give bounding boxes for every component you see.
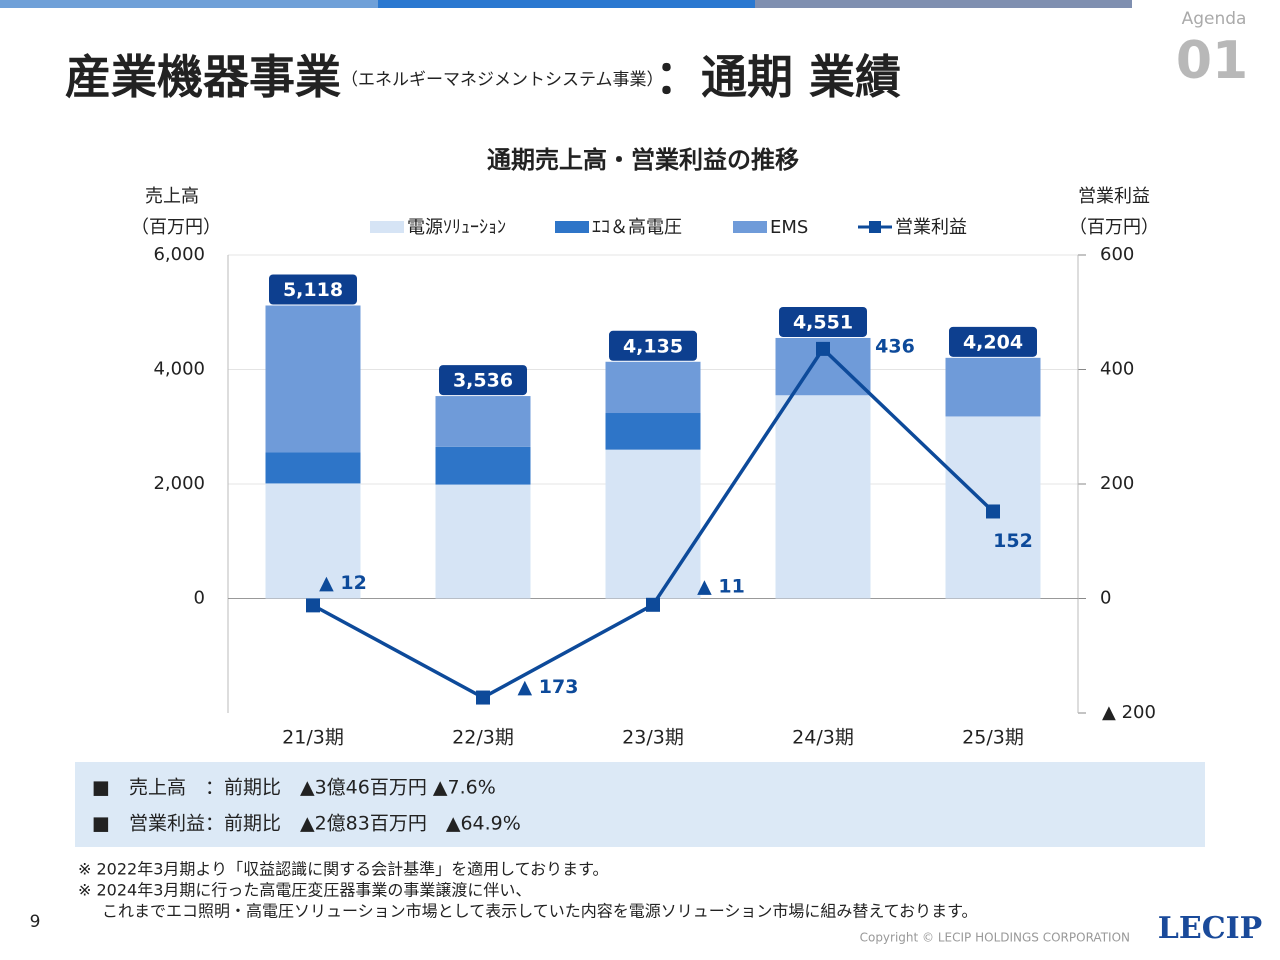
profit-label: 152: [993, 530, 1033, 552]
summary-line: ■ 売上高 ：前期比 ▲3億46百万円 ▲7.6%: [92, 777, 496, 799]
profit-label: ▲ 11: [697, 575, 745, 597]
y-unit: （百万円）: [131, 217, 221, 238]
profit-marker: [306, 598, 320, 613]
total-label: 4,135: [623, 335, 683, 357]
total-label: 3,536: [453, 370, 513, 392]
top-bar: [755, 0, 1132, 8]
page-number: 9: [30, 912, 41, 932]
bar-segment: [945, 357, 1041, 417]
x-tick-label: 24/3期: [792, 727, 854, 749]
total-label: 5,118: [283, 279, 343, 301]
title: 産業機器事業（エネルギーマネジメントシステム事業）：通期 業績: [65, 50, 901, 104]
profit-label: 436: [875, 335, 915, 357]
copyright: Copyright © LECIP HOLDINGS CORPORATION: [860, 931, 1130, 945]
bar-segment: [775, 395, 871, 599]
profit-label: ▲ 12: [319, 572, 367, 594]
y2-tick-label: 600: [1100, 244, 1134, 265]
y-tick-label: 2,000: [153, 473, 205, 494]
legend-label: 電源ｿﾘｭｰｼｮﾝ: [407, 217, 506, 238]
note: ※ 2024年3月期に行った高電圧変圧器事業の事業譲渡に伴い、: [78, 881, 531, 900]
title-main: 産業機器事業: [65, 50, 341, 104]
x-tick-label: 22/3期: [452, 727, 514, 749]
title-tail: ：通期 業績: [655, 50, 901, 104]
note: ※ 2022年3月期より「収益認識に関する会計基準」を適用しております。: [78, 860, 609, 879]
bar-segment: [435, 484, 531, 599]
note: これまでエコ照明・高電圧ソリューション市場として表示していた内容を電源ソリューシ…: [102, 902, 978, 921]
profit-marker: [646, 597, 660, 612]
x-tick-label: 25/3期: [962, 727, 1024, 749]
legend-swatch: [733, 221, 767, 233]
y2-tick-label: 400: [1100, 359, 1134, 380]
profit-marker: [986, 504, 1000, 519]
profit-marker: [476, 690, 490, 705]
chart-title: 通期売上高・営業利益の推移: [487, 146, 799, 174]
x-tick-label: 21/3期: [282, 727, 344, 749]
top-bar: [0, 0, 378, 8]
title-sub: （エネルギーマネジメントシステム事業）: [341, 70, 655, 90]
y2-unit: （百万円）: [1069, 217, 1159, 238]
x-tick-label: 23/3期: [622, 727, 684, 749]
y2-tick-label: 0: [1100, 588, 1111, 609]
y2-label: 営業利益: [1078, 186, 1150, 207]
bar-segment: [265, 483, 361, 599]
legend-label: 営業利益: [895, 217, 967, 238]
plot: 0 2,000 4,000 6,000 ▲ 200 0 200 400 600 21/3期 5,11…: [153, 217, 1155, 749]
bar-segment: [435, 446, 531, 485]
total-box: [269, 274, 357, 305]
y-tick-label: 6,000: [153, 244, 205, 265]
logo: LECIP: [1158, 911, 1262, 946]
summary-box: [75, 762, 1205, 847]
top-bar: [378, 0, 755, 8]
total-box: [779, 306, 867, 337]
bar-segment: [605, 361, 701, 414]
agenda-no: 01: [1176, 31, 1248, 91]
y-tick-label: 4,000: [153, 359, 205, 380]
profit-label: ▲ 173: [518, 676, 579, 698]
legend-marker: [869, 221, 881, 233]
total-box: [609, 330, 697, 361]
y2-tick-label: ▲ 200: [1102, 702, 1156, 723]
total-box: [949, 326, 1037, 357]
legend-swatch: [370, 221, 404, 233]
profit-marker: [816, 341, 830, 356]
bar-segment: [265, 452, 361, 484]
legend-label: EMS: [770, 217, 808, 238]
total-label: 4,551: [793, 311, 853, 333]
bar-segment: [435, 396, 531, 447]
bar-segment: [605, 413, 701, 450]
y2-tick-label: 200: [1100, 473, 1134, 494]
legend-label: ｴｺ＆高電圧: [592, 217, 682, 238]
total-label: 4,204: [963, 331, 1023, 353]
bar-segment: [605, 449, 701, 599]
bar-segment: [265, 305, 361, 453]
agenda: Agenda: [1182, 9, 1247, 29]
summary-line: ■ 営業利益：前期比 ▲2億83百万円 ▲64.9%: [92, 813, 521, 835]
legend-swatch: [555, 221, 589, 233]
y-label: 売上高: [145, 186, 199, 207]
total-box: [439, 365, 527, 396]
y-tick-label: 0: [194, 588, 205, 609]
